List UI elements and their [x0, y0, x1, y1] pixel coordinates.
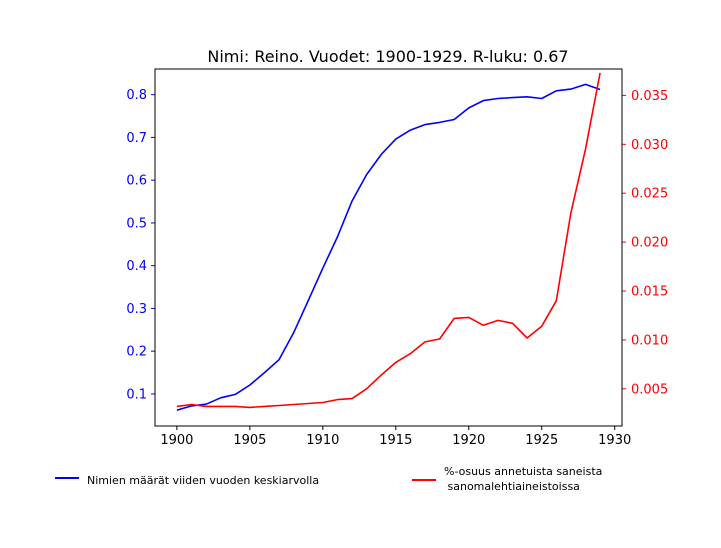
x-tick-label: 1900 — [160, 433, 193, 448]
y-right-tick-label: 0.020 — [631, 236, 668, 251]
chart-title: Nimi: Reino. Vuodet: 1900-1929. R-luku: … — [207, 47, 568, 66]
x-tick-label: 1905 — [233, 433, 266, 448]
y-left-tick-label: 0.8 — [126, 88, 147, 103]
x-tick-label: 1915 — [379, 433, 412, 448]
x-tick-label: 1920 — [452, 433, 485, 448]
x-tick-label: 1925 — [525, 433, 558, 448]
legend-label-2: %-osuus annetuista saneista sanomalehtia… — [444, 465, 602, 493]
y-right-tick-label: 0.030 — [631, 138, 668, 153]
plot-frame — [154, 68, 623, 427]
y-left-tick-label: 0.7 — [126, 131, 147, 146]
legend-label-2-line: %-osuus annetuista saneista — [444, 465, 602, 478]
plot-area: 1900 1905 1910 1915 1920 1925 1930 0.1 0.2 0.3 0.4… — [126, 68, 668, 448]
y-left-tick-label: 0.3 — [126, 302, 147, 317]
y-right-tick-label: 0.015 — [631, 285, 668, 300]
legend: Nimien määrät viiden vuoden keskiarvolla… — [55, 465, 602, 493]
series-line-2 — [176, 72, 601, 409]
x-tick-label: 1930 — [598, 433, 631, 448]
y-left-tick-label: 0.4 — [126, 259, 147, 274]
y-left-tick-label: 0.2 — [126, 345, 147, 360]
y-right-tick-label: 0.005 — [631, 382, 668, 397]
y-right-tick-label: 0.035 — [631, 89, 668, 104]
y-right-tick-label: 0.025 — [631, 187, 668, 202]
y-left-tick-label: 0.5 — [126, 216, 147, 231]
y-left-tick-label: 0.6 — [126, 174, 147, 189]
series-line-1 — [176, 83, 601, 411]
legend-label-2-line: sanomalehtiaineistoissa — [444, 480, 580, 493]
y-left-tick-label: 0.1 — [126, 387, 147, 402]
x-tick-label: 1910 — [306, 433, 339, 448]
y-right-tick-label: 0.010 — [631, 333, 668, 348]
legend-label-1: Nimien määrät viiden vuoden keskiarvolla — [87, 474, 319, 487]
